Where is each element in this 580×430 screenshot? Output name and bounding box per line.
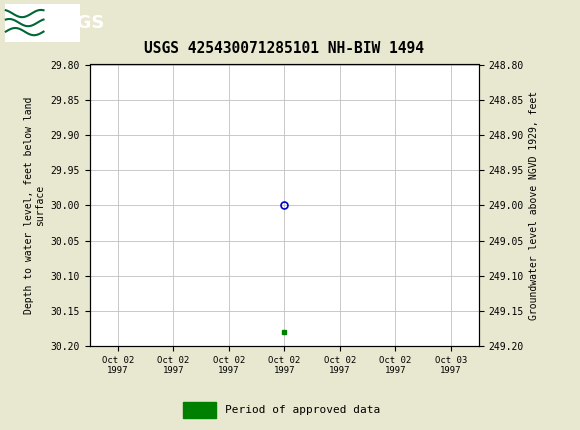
- Title: USGS 425430071285101 NH-BIW 1494: USGS 425430071285101 NH-BIW 1494: [144, 41, 424, 56]
- Bar: [183, 402, 216, 418]
- Y-axis label: Depth to water level, feet below land
surface: Depth to water level, feet below land su…: [24, 97, 45, 314]
- Text: USGS: USGS: [49, 14, 104, 31]
- Text: Period of approved data: Period of approved data: [225, 405, 380, 415]
- Y-axis label: Groundwater level above NGVD 1929, feet: Groundwater level above NGVD 1929, feet: [529, 91, 539, 320]
- Bar: [5, 3, 80, 42]
